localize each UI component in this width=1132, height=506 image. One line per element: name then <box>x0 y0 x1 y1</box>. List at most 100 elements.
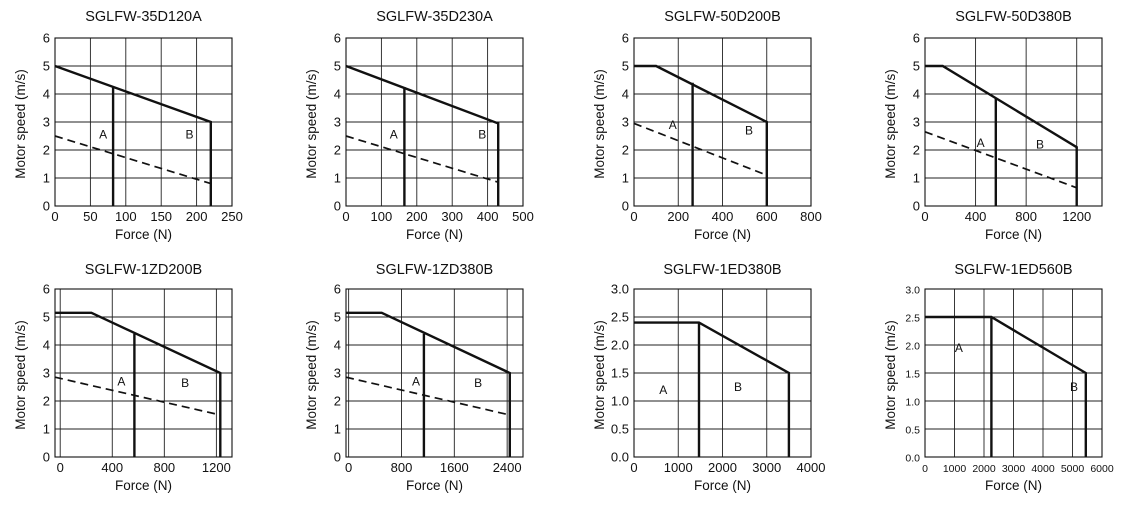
chart-panel: 0 1 2 3 4 5 6 0 400 800 1200 A B SGLFW-1ZD200B Motor s… <box>0 253 283 506</box>
x-axis-label: Force (N) <box>115 227 172 242</box>
region-label: A <box>390 128 398 142</box>
x-tick-label: 800 <box>1015 209 1037 224</box>
region-label: B <box>745 123 753 137</box>
y-tick-label: 2 <box>43 394 50 409</box>
y-tick-label: 4 <box>334 338 341 353</box>
x-tick-label: 5000 <box>1061 463 1085 475</box>
x-tick-label: 1600 <box>440 460 469 475</box>
x-tick-label: 3000 <box>752 460 781 475</box>
x-tick-label: 250 <box>221 209 243 224</box>
y-tick-label: 5 <box>913 59 920 74</box>
x-tick-label: 0 <box>57 460 64 475</box>
x-axis-label: Force (N) <box>406 227 463 242</box>
y-tick-label: 1 <box>913 171 920 186</box>
y-tick-label: 2.0 <box>611 338 629 353</box>
plot-frame <box>345 288 524 458</box>
x-tick-label: 50 <box>83 209 97 224</box>
y-tick-label: 4 <box>43 338 50 353</box>
chart-panel: 0 1 2 3 4 5 6 0 400 800 1200 A B SGLFW-50D380B Motor s… <box>849 0 1132 253</box>
chart-title: SGLFW-35D120A <box>85 9 202 25</box>
x-tick-label: 400 <box>712 209 734 224</box>
chart-panel: 0 1 2 3 4 5 6 0 800 1600 2400 A B SGLFW-1ZD380B Motor … <box>283 253 566 506</box>
chart-plot: 0.0 0.5 1.0 1.5 2.0 2.5 3.0 0 1000 2000 3000 4000 A B <box>611 282 826 476</box>
y-axis-label: Motor speed (m/s) <box>592 69 607 179</box>
characteristic-line <box>634 321 791 457</box>
x-tick-label: 200 <box>186 209 208 224</box>
chart-plot: 0 1 2 3 4 5 6 0 400 800 1200 A B <box>913 31 1103 224</box>
y-tick-label: 1 <box>334 171 341 186</box>
y-tick-label: 1.5 <box>905 369 920 381</box>
chart-plot: 0 1 2 3 4 5 6 0 200 400 600 800 A B <box>622 31 822 225</box>
x-tick-label: 1000 <box>943 463 967 475</box>
y-tick-label: 1.5 <box>611 366 629 381</box>
dashed-limit-line <box>54 376 221 416</box>
gridlines <box>925 288 1102 458</box>
x-tick-label: 1200 <box>202 460 231 475</box>
y-tick-label: 0 <box>622 199 629 214</box>
characteristic-line <box>925 64 1078 206</box>
y-axis-label: Motor speed (m/s) <box>883 69 898 179</box>
y-tick-label: 3 <box>622 115 629 130</box>
characteristic-line <box>925 315 1088 457</box>
characteristic-line <box>634 64 769 206</box>
x-axis-label: Force (N) <box>115 478 172 493</box>
plot-frame <box>54 288 233 458</box>
y-tick-label: 2.5 <box>611 310 629 325</box>
y-tick-label: 0 <box>334 199 341 214</box>
y-tick-label: 0 <box>334 450 341 465</box>
gridlines <box>55 288 232 458</box>
x-tick-label: 1000 <box>664 460 693 475</box>
x-tick-label: 2000 <box>972 463 996 475</box>
chart-panel: 0.0 0.5 1.0 1.5 2.0 2.5 3.0 0 1000 2000 3000 4000 A B… <box>566 253 849 506</box>
chart-plot: 0 1 2 3 4 5 6 0 400 800 1200 A B <box>43 282 233 475</box>
y-tick-label: 2.0 <box>905 341 920 353</box>
y-tick-label: 3 <box>913 115 920 130</box>
chart-panel: 0 1 2 3 4 5 6 0 50 100 150 200 250 A B SGLFW-35D120A Mot… <box>0 0 283 253</box>
dashed-limit-line <box>345 135 499 184</box>
gridlines <box>55 37 232 207</box>
x-tick-label: 2400 <box>493 460 522 475</box>
y-tick-label: 6 <box>43 31 50 46</box>
chart-plot: 0 1 2 3 4 5 6 0 800 1600 2400 A B <box>334 282 524 475</box>
x-tick-label: 1200 <box>1062 209 1091 224</box>
y-axis-label: Motor speed (m/s) <box>13 320 28 430</box>
y-tick-label: 2.5 <box>905 313 920 325</box>
chart-title: SGLFW-1ED560B <box>954 262 1073 278</box>
x-axis-label: Force (N) <box>694 227 751 242</box>
y-tick-label: 0 <box>43 450 50 465</box>
characteristic-line <box>55 311 222 457</box>
x-tick-label: 2000 <box>708 460 737 475</box>
x-tick-label: 800 <box>153 460 175 475</box>
y-tick-label: 3 <box>43 115 50 130</box>
y-tick-label: 2 <box>622 143 629 158</box>
y-tick-label: 5 <box>43 310 50 325</box>
y-tick-label: 0 <box>43 199 50 214</box>
gridlines <box>634 288 811 458</box>
x-tick-label: 600 <box>756 209 778 224</box>
y-tick-label: 0 <box>913 199 920 214</box>
region-label: B <box>1070 380 1078 394</box>
y-tick-label: 6 <box>622 31 629 46</box>
region-label: B <box>478 128 486 142</box>
chart-plot: 0 1 2 3 4 5 6 0 50 100 150 200 250 A B <box>43 31 243 225</box>
x-tick-label: 4000 <box>797 460 826 475</box>
x-axis-label: Force (N) <box>694 478 751 493</box>
x-tick-label: 300 <box>441 209 463 224</box>
y-tick-label: 1.0 <box>611 394 629 409</box>
y-tick-label: 4 <box>334 87 341 102</box>
region-label: A <box>412 374 420 388</box>
x-tick-label: 0 <box>51 209 58 224</box>
x-tick-label: 100 <box>371 209 393 224</box>
x-tick-label: 100 <box>115 209 137 224</box>
y-axis-label: Motor speed (m/s) <box>304 320 319 430</box>
gridlines <box>346 288 523 458</box>
y-tick-label: 0.5 <box>905 425 920 437</box>
region-label: B <box>186 128 194 142</box>
gridlines <box>925 37 1102 207</box>
x-tick-label: 0 <box>921 209 928 224</box>
x-tick-label: 200 <box>406 209 428 224</box>
x-tick-label: 0 <box>630 209 637 224</box>
y-tick-label: 4 <box>913 87 920 102</box>
y-axis-label: Motor speed (m/s) <box>592 320 607 430</box>
